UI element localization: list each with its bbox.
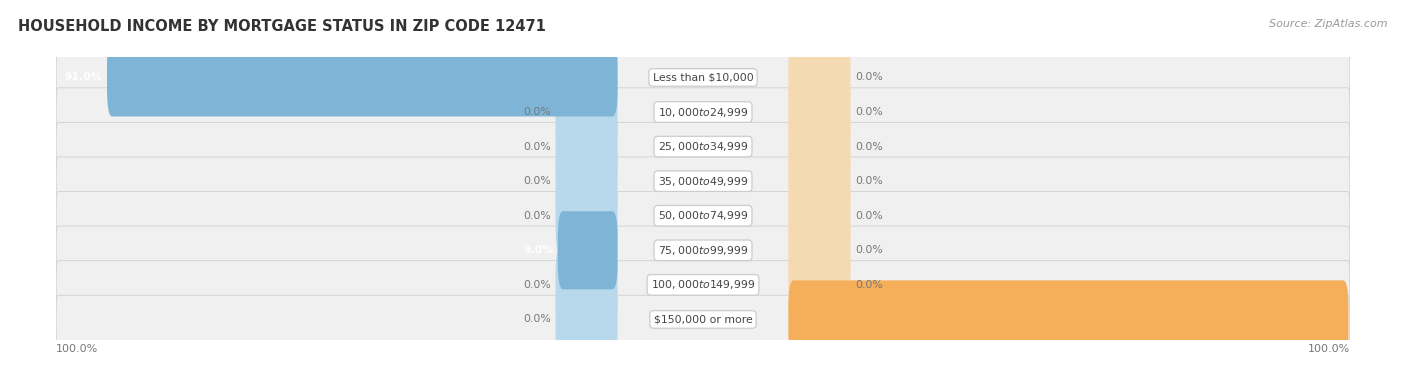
Text: 0.0%: 0.0% — [523, 176, 551, 186]
FancyBboxPatch shape — [555, 73, 617, 151]
Text: 0.0%: 0.0% — [855, 73, 883, 82]
Text: 0.0%: 0.0% — [855, 211, 883, 221]
Text: 0.0%: 0.0% — [523, 280, 551, 290]
FancyBboxPatch shape — [555, 280, 617, 358]
FancyBboxPatch shape — [56, 192, 1350, 240]
Text: Less than $10,000: Less than $10,000 — [652, 73, 754, 82]
Text: 0.0%: 0.0% — [523, 107, 551, 117]
Text: 0.0%: 0.0% — [855, 280, 883, 290]
Text: 0.0%: 0.0% — [523, 314, 551, 324]
FancyBboxPatch shape — [789, 211, 851, 290]
Text: 0.0%: 0.0% — [855, 107, 883, 117]
Text: $150,000 or more: $150,000 or more — [654, 314, 752, 324]
FancyBboxPatch shape — [56, 88, 1350, 136]
Text: 91.0%: 91.0% — [65, 73, 103, 82]
Legend: Without Mortgage, With Mortgage: Without Mortgage, With Mortgage — [574, 374, 832, 378]
Text: $10,000 to $24,999: $10,000 to $24,999 — [658, 105, 748, 119]
FancyBboxPatch shape — [56, 226, 1350, 274]
FancyBboxPatch shape — [789, 107, 851, 186]
FancyBboxPatch shape — [789, 177, 851, 255]
Text: 100.0%: 100.0% — [56, 344, 98, 354]
Text: HOUSEHOLD INCOME BY MORTGAGE STATUS IN ZIP CODE 12471: HOUSEHOLD INCOME BY MORTGAGE STATUS IN Z… — [18, 19, 546, 34]
FancyBboxPatch shape — [56, 157, 1350, 205]
Text: 100.0%: 100.0% — [1353, 314, 1398, 324]
FancyBboxPatch shape — [789, 142, 851, 220]
Text: 0.0%: 0.0% — [855, 176, 883, 186]
FancyBboxPatch shape — [107, 39, 617, 116]
FancyBboxPatch shape — [56, 122, 1350, 171]
Text: 0.0%: 0.0% — [855, 142, 883, 152]
Text: Source: ZipAtlas.com: Source: ZipAtlas.com — [1270, 19, 1388, 29]
FancyBboxPatch shape — [555, 107, 617, 186]
Text: $50,000 to $74,999: $50,000 to $74,999 — [658, 209, 748, 222]
FancyBboxPatch shape — [555, 246, 617, 324]
Text: 0.0%: 0.0% — [523, 211, 551, 221]
FancyBboxPatch shape — [56, 261, 1350, 309]
FancyBboxPatch shape — [789, 280, 1348, 358]
Text: $75,000 to $99,999: $75,000 to $99,999 — [658, 244, 748, 257]
Text: 9.0%: 9.0% — [523, 245, 554, 255]
Text: $100,000 to $149,999: $100,000 to $149,999 — [651, 278, 755, 291]
FancyBboxPatch shape — [555, 142, 617, 220]
FancyBboxPatch shape — [56, 295, 1350, 344]
Text: $25,000 to $34,999: $25,000 to $34,999 — [658, 140, 748, 153]
FancyBboxPatch shape — [789, 73, 851, 151]
FancyBboxPatch shape — [56, 53, 1350, 102]
Text: 0.0%: 0.0% — [523, 142, 551, 152]
FancyBboxPatch shape — [789, 39, 851, 116]
FancyBboxPatch shape — [558, 211, 617, 290]
Text: 0.0%: 0.0% — [855, 245, 883, 255]
Text: 100.0%: 100.0% — [1308, 344, 1350, 354]
FancyBboxPatch shape — [555, 177, 617, 255]
Text: $35,000 to $49,999: $35,000 to $49,999 — [658, 175, 748, 187]
FancyBboxPatch shape — [789, 246, 851, 324]
